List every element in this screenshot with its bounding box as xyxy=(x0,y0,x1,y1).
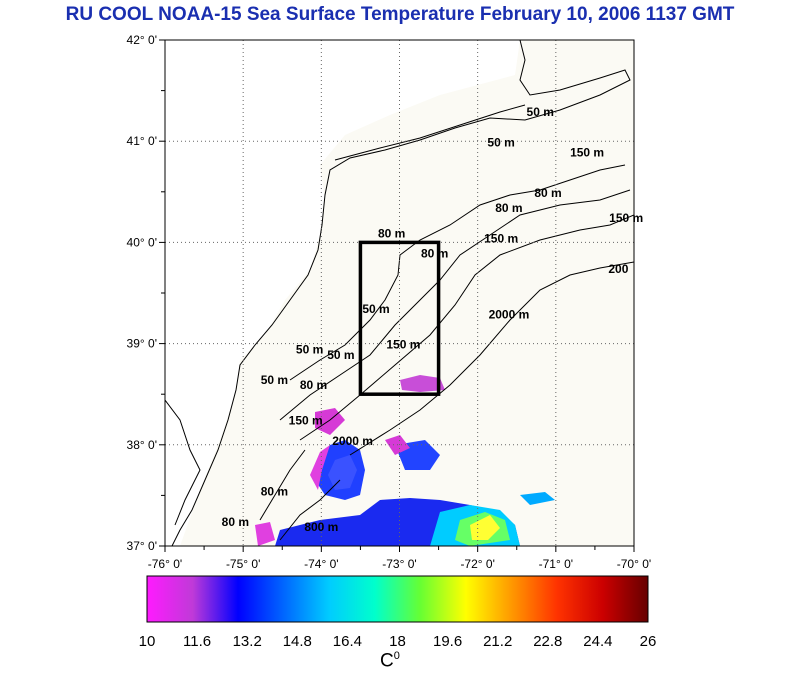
contour-label: 50 m xyxy=(362,302,389,316)
contour-label: 2000 m xyxy=(489,307,530,321)
contour-150m-south xyxy=(279,479,341,541)
study-area-box xyxy=(358,240,441,396)
unit-text: C xyxy=(380,650,394,672)
colorbar xyxy=(146,575,649,623)
contour-label: 80 m xyxy=(261,484,288,498)
colorbar-unit: C0 xyxy=(380,650,400,672)
colorbar-label: 24.4 xyxy=(583,633,612,650)
contour-label: 80 m xyxy=(495,201,522,215)
contour-label: 50 m xyxy=(487,135,514,149)
contour-50m xyxy=(289,164,626,381)
contour-label: 80 m xyxy=(300,378,327,392)
contour-label: 50 m xyxy=(327,348,354,362)
sst-blob-warm-3 xyxy=(470,515,500,540)
colorbar-label: 14.8 xyxy=(283,633,312,650)
contour-label: 2000 m xyxy=(332,434,373,448)
contour-2000m xyxy=(349,261,634,456)
map-title: RU COOL NOAA-15 Sea Surface Temperature … xyxy=(65,4,735,25)
sst-blob-sw xyxy=(255,522,275,546)
sst-blob-north xyxy=(315,408,345,435)
contour-labels: 50 m 50 m 150 m 80 m 80 m 150 m 80 m 80 m 150 m 2… xyxy=(222,105,644,534)
colorbar-label: 19.6 xyxy=(433,633,462,650)
latitude-labels: 42° 0' 41° 0' 40° 0' 39° 0' 38° 0' 37° 0' xyxy=(127,33,157,553)
longitude-labels: -76° 0' -75° 0' -74° 0' -73° 0' -72° 0' -71° … xyxy=(148,557,651,571)
lat-label: 42° 0' xyxy=(127,33,157,47)
contour-label: 80 m xyxy=(378,226,405,240)
contour-label: 80 m xyxy=(421,247,448,261)
contour-80m-south xyxy=(259,449,306,521)
colorbar-label: 22.8 xyxy=(533,633,562,650)
colorbar-label: 10 xyxy=(139,633,156,650)
contour-label: 50 m xyxy=(296,343,323,357)
lat-label: 39° 0' xyxy=(127,337,157,351)
lat-label: 37° 0' xyxy=(127,539,157,553)
colorbar-label: 13.2 xyxy=(233,633,262,650)
contour-label: 150 m xyxy=(609,211,643,225)
colorbar-label: 11.6 xyxy=(183,633,211,650)
contour-label: 50 m xyxy=(527,105,554,119)
sst-blob-magenta-edge xyxy=(310,445,330,490)
sst-satellite-data xyxy=(255,375,555,546)
lon-label: -71° 0' xyxy=(539,557,573,571)
lon-label: -70° 0' xyxy=(617,557,651,571)
lon-label: -74° 0' xyxy=(304,557,338,571)
ocean-area xyxy=(180,40,634,546)
contour-label: 150 m xyxy=(289,414,323,428)
contour-150m xyxy=(299,214,634,441)
lon-label: -73° 0' xyxy=(382,557,416,571)
lat-label: 40° 0' xyxy=(127,235,157,249)
contour-label: 50 m xyxy=(261,373,288,387)
lat-label: 38° 0' xyxy=(127,438,157,452)
contour-label: 150 m xyxy=(570,145,604,159)
lon-label: -72° 0' xyxy=(460,557,494,571)
coastline xyxy=(171,40,631,546)
axis-ticks xyxy=(159,39,635,552)
sst-blob-cold-inner xyxy=(328,455,357,490)
colorbar-tick-labels: 10 11.6 13.2 14.8 16.4 18 19.6 21.2 22.8 24.4 26 xyxy=(139,633,657,650)
lon-label: -75° 0' xyxy=(226,557,260,571)
unit-superscript: 0 xyxy=(393,650,400,662)
contour-label: 80 m xyxy=(222,515,249,529)
contour-label: 200 xyxy=(608,262,628,276)
lon-label: -76° 0' xyxy=(148,557,182,571)
sst-blob-box xyxy=(400,375,445,392)
lat-label: 41° 0' xyxy=(127,134,157,148)
contour-label: 150 m xyxy=(386,338,420,352)
colorbar-label: 26 xyxy=(640,633,657,650)
graticule-grid xyxy=(165,40,634,546)
colorbar-label: 16.4 xyxy=(333,633,362,650)
bay-outline xyxy=(165,399,201,526)
sst-blob-far-east xyxy=(520,492,555,505)
colorbar-label: 21.2 xyxy=(483,633,512,650)
contour-label: 800 m xyxy=(304,520,338,534)
long-island-shore xyxy=(334,104,526,161)
colorbar-label: 18 xyxy=(389,633,406,650)
contour-label: 80 m xyxy=(534,186,561,200)
contour-label: 150 m xyxy=(484,231,518,245)
